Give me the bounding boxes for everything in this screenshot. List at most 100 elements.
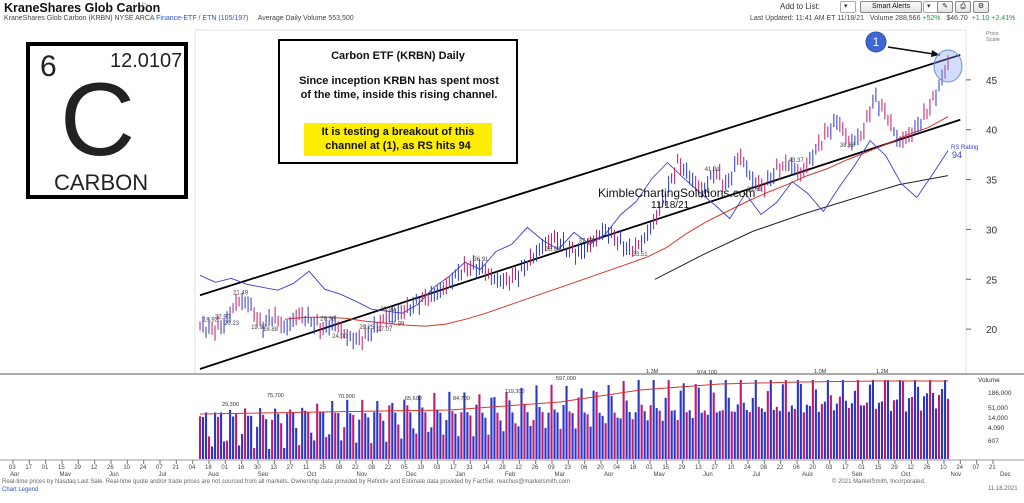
- volume-bar: [655, 408, 658, 459]
- volume-bar: [559, 428, 562, 459]
- volume-peak-label: 1.0M: [814, 369, 827, 375]
- volume-bar: [925, 393, 929, 459]
- volume-bar: [262, 414, 265, 459]
- volume-bar: [853, 390, 856, 459]
- x-axis: 03 17 01 15 29 12 26 10 24 07 21 04 18 01 16 30 13 27 11 25…: [9, 460, 1011, 476]
- x-tick-label: 24: [744, 465, 751, 471]
- volume-bar: [223, 441, 226, 459]
- price-bars: [199, 55, 949, 351]
- volume-bar: [475, 404, 478, 459]
- x-tick-label: 28: [499, 465, 506, 471]
- volume-bar: [409, 412, 412, 459]
- volume-bar: [229, 409, 232, 459]
- x-tick-label: 29: [74, 465, 81, 471]
- add-to-list-dropdown[interactable]: ▾: [840, 1, 856, 13]
- volume-bar: [886, 380, 890, 459]
- x-tick-label: 26: [924, 465, 931, 471]
- volume-bar: [763, 411, 766, 459]
- volume-bar: [490, 397, 493, 459]
- volume-bar: [337, 413, 340, 459]
- x-month-label: Apr: [604, 472, 613, 476]
- volume-bar: [277, 413, 280, 459]
- volume-bar: [739, 380, 742, 459]
- print-icon[interactable]: ⎙: [955, 1, 971, 13]
- volume-bar: [283, 448, 286, 459]
- price-label: 21.49: [233, 291, 249, 297]
- volume-axis: 186,000 51,000 14,000 4,090 607 29,300 75,700 7…: [222, 369, 1012, 445]
- x-tick-label: 13: [270, 465, 277, 471]
- volume-bar: [463, 392, 466, 459]
- x-tick-label: 17: [450, 465, 457, 471]
- volume-bar: [712, 392, 715, 459]
- edit-icon[interactable]: ✎: [937, 1, 953, 13]
- breakout-highlight: [933, 49, 963, 83]
- x-month-label: Dec: [1000, 472, 1011, 476]
- x-month-label: Jun: [703, 472, 713, 476]
- x-month-label: Sep: [852, 472, 863, 476]
- volume-peak-label: 75,700: [267, 393, 284, 399]
- volume-bar: [664, 397, 667, 459]
- volume-bar: [808, 405, 811, 459]
- chart-legend-link[interactable]: Chart Legend: [2, 487, 39, 493]
- x-tick-label: 01: [858, 465, 865, 471]
- industry-group-link[interactable]: Finance-ETF / ETN (105/197): [156, 15, 249, 22]
- x-tick-label: 29: [891, 465, 898, 471]
- volume-bar: [694, 384, 697, 459]
- volume-bar: [646, 420, 649, 459]
- volume-bar: [451, 411, 454, 459]
- price-label: 18.88: [263, 327, 279, 333]
- annotation-body: Since inception KRBN has spent most of t…: [299, 75, 499, 101]
- x-tick-label: 31: [466, 465, 473, 471]
- smart-alerts-button[interactable]: Smart Alerts: [860, 1, 922, 13]
- volume-bar: [811, 380, 814, 459]
- volume-bar: [850, 403, 853, 459]
- settings-icon[interactable]: ⚙: [973, 1, 989, 13]
- volume-bar: [754, 380, 757, 459]
- volume-bar: [331, 400, 334, 459]
- flag-icon[interactable]: ⚐: [140, 2, 149, 13]
- volume-bar: [700, 412, 703, 459]
- volume-bar: [253, 448, 256, 459]
- volume-bar: [250, 415, 253, 459]
- volume-bar: [856, 380, 859, 459]
- x-month-label: Jan: [456, 472, 466, 476]
- volume-bar: [268, 449, 271, 459]
- volume-bar: [415, 433, 418, 459]
- x-month-label: Oct: [307, 472, 317, 476]
- volume-bar: [364, 413, 367, 459]
- volume-bar: [478, 394, 481, 459]
- last-price: $46.70: [946, 15, 968, 22]
- volume-bar: [406, 405, 409, 459]
- footer: Real-time prices by Nasdaq Last Sale. Re…: [0, 476, 1024, 503]
- price-label: 19.92: [251, 325, 267, 331]
- volume-bar: [508, 400, 511, 459]
- volume-peak-label: 1.2M: [876, 369, 889, 375]
- volume-bar: [232, 416, 235, 459]
- volume-bar: [502, 431, 505, 459]
- volume-bar: [352, 414, 355, 459]
- volume-bar: [847, 408, 850, 459]
- volume-bar: [859, 405, 862, 459]
- x-tick-label: 22: [385, 465, 392, 471]
- y-tick-label: 35: [986, 176, 998, 187]
- volume-bar: [586, 414, 589, 459]
- volume-bar: [346, 399, 349, 459]
- security-title: KraneShares Glob Carbon: [4, 1, 161, 15]
- price-change-pct: +2.41%: [991, 15, 1016, 22]
- rs-line-path: [199, 139, 949, 314]
- x-tick-label: 14: [483, 465, 490, 471]
- volume-bar: [310, 432, 313, 459]
- volume-bar: [424, 412, 427, 459]
- x-month-label: Mar: [555, 472, 565, 476]
- volume-change: +52%: [922, 15, 941, 22]
- x-tick-label: 20: [597, 465, 604, 471]
- watermark-date: 11/18/21: [651, 200, 690, 211]
- volume-bar: [748, 412, 751, 459]
- volume-bar: [787, 411, 790, 459]
- x-tick-label: 10: [940, 465, 947, 471]
- volume-bar: [313, 440, 316, 459]
- volume-bar: [595, 391, 598, 459]
- x-tick-label: 18: [630, 465, 637, 471]
- volume-bar: [805, 404, 808, 459]
- volume-bar: [328, 434, 331, 459]
